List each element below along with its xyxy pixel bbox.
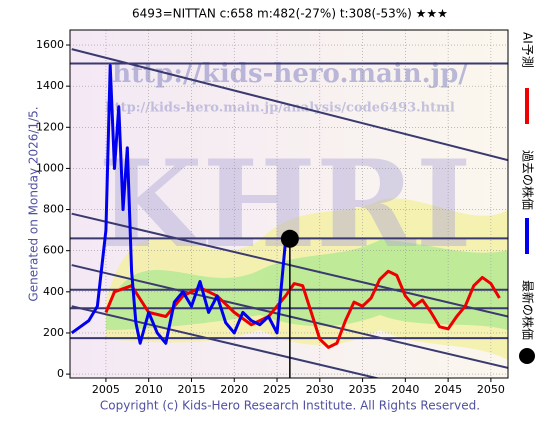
x-tick-label: 2025 — [263, 383, 291, 396]
y-tick-label: 800 — [43, 203, 64, 216]
x-tick-label: 2040 — [391, 383, 419, 396]
y-tick-label: 1000 — [36, 161, 64, 174]
legend-label: 過去の株価 — [521, 150, 536, 210]
latest-dot — [280, 229, 299, 248]
series-line — [104, 269, 501, 349]
y-tick-label: 1400 — [36, 79, 64, 92]
x-tick-label: 2050 — [477, 383, 505, 396]
legend-swatch — [519, 348, 535, 364]
y-tick-label: 400 — [43, 285, 64, 298]
y-tick-label: 0 — [57, 367, 64, 380]
x-tick-label: 2005 — [92, 383, 120, 396]
x-tick-label: 2035 — [349, 383, 377, 396]
y-tick-label: 600 — [43, 244, 64, 257]
plot-clip: http://kids-hero.main.jp/http://kids-her… — [70, 30, 508, 378]
y-tick-label: 1600 — [36, 38, 64, 51]
x-tick-label: 2030 — [306, 383, 334, 396]
legend-label: 最新の株価 — [521, 280, 536, 340]
trend-line — [71, 48, 508, 162]
x-tick-label: 2020 — [220, 383, 248, 396]
copyright: Copyright (c) Kids-Hero Research Institu… — [100, 399, 480, 413]
plot-frame — [69, 29, 509, 379]
legend-label: AI予測 — [521, 32, 535, 68]
x-tick-label: 2015 — [177, 383, 205, 396]
generated-note: Generated on Monday 2026/1/5. — [27, 106, 41, 301]
series-line — [70, 64, 291, 345]
plot-layer: http://kids-hero.main.jp/http://kids-her… — [70, 30, 508, 378]
watermark-page: http://kids-hero.main.jp/analysis/code64… — [105, 101, 455, 116]
x-tick-label: 2045 — [434, 383, 462, 396]
x-tick-label: 2010 — [135, 383, 163, 396]
y-tick-label: 1200 — [36, 120, 64, 133]
y-tick-label: 200 — [43, 326, 64, 339]
chart-title: 6493=NITTAN c:658 m:482(-27%) t:308(-53%… — [132, 7, 448, 21]
